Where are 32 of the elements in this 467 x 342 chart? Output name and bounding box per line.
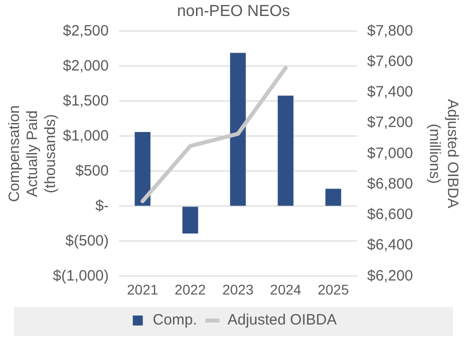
- y-tick-label: $-: [95, 197, 109, 214]
- bar: [278, 96, 294, 206]
- y-tick-label: $(1,000): [52, 267, 109, 284]
- y2-tick-label: $6,600: [367, 206, 414, 224]
- y-tick-label: $1,500: [62, 92, 109, 110]
- y-axis-title: Compensation Actually Paid (thousands): [6, 105, 60, 202]
- y2-tick-label: $7,800: [367, 22, 414, 40]
- bar: [134, 132, 150, 206]
- y2-tick-label: $6,800: [367, 175, 414, 192]
- y-tick-label: $2,000: [62, 57, 109, 74]
- chart-title: non-PEO NEOs: [177, 3, 290, 20]
- bar: [230, 52, 246, 206]
- x-tick-label: 2021: [127, 281, 158, 298]
- y2-tick-label: $7,400: [367, 84, 414, 101]
- y-tick-label: $500: [75, 162, 109, 180]
- legend-label: Adjusted OIBDA: [227, 312, 337, 329]
- x-tick-label: 2023: [222, 281, 254, 298]
- y2-tick-label: $7,200: [367, 114, 414, 132]
- y2-tick-label: $7,000: [367, 144, 414, 162]
- y-tick-label: $2,500: [62, 22, 109, 40]
- x-tick-label: 2025: [318, 281, 350, 298]
- bar: [325, 188, 342, 206]
- x-tick-label: 2022: [174, 281, 206, 298]
- legend-label: Comp.: [152, 312, 197, 329]
- y2-tick-label: $7,600: [367, 52, 414, 70]
- y-tick-label: $(500): [65, 232, 109, 250]
- x-tick-label: 2024: [270, 281, 302, 298]
- y2-axis-title: Adjusted OIBDA (millions): [426, 99, 461, 208]
- bar: [182, 206, 198, 234]
- y2-tick-label: $6,200: [367, 267, 414, 284]
- y2-tick-label: $6,400: [367, 236, 414, 254]
- y-tick-label: $1,000: [62, 127, 109, 144]
